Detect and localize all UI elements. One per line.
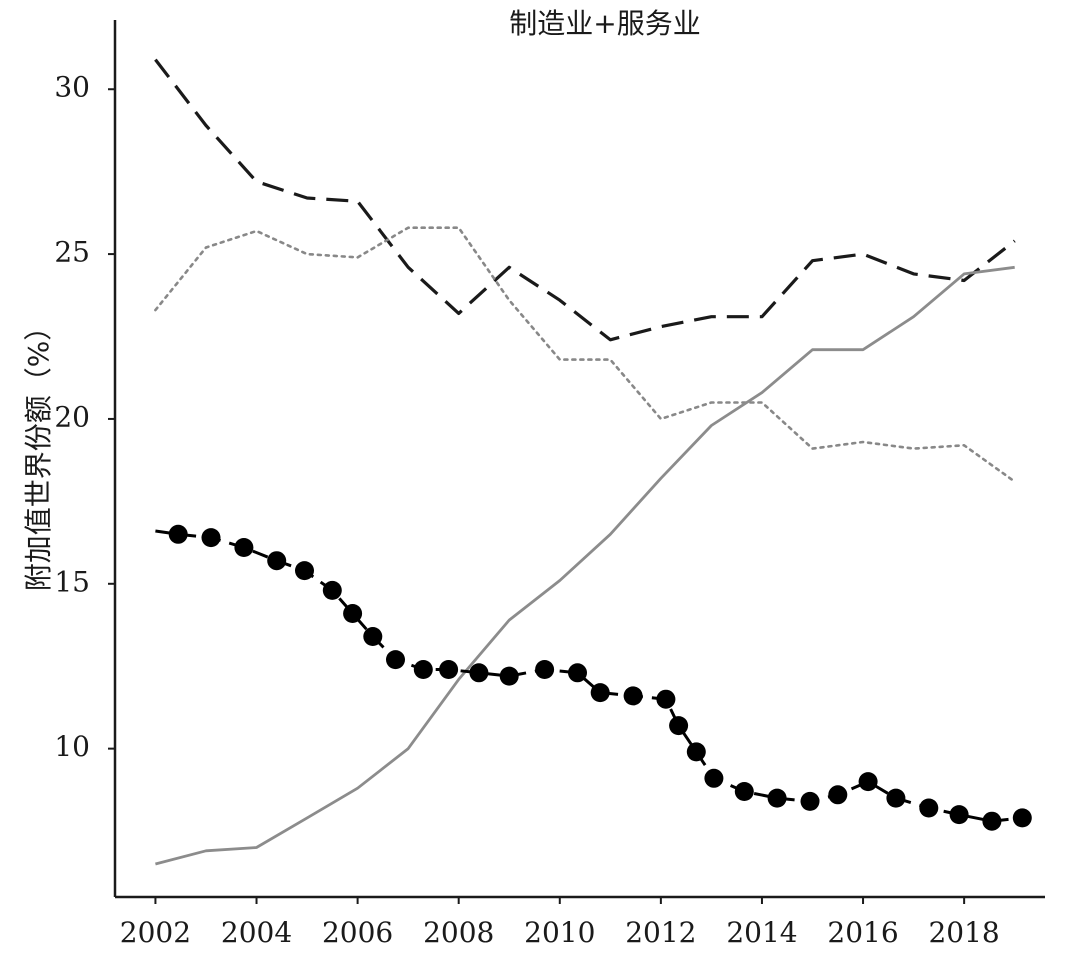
series-point — [568, 663, 587, 683]
series-point — [469, 663, 489, 683]
x-tick-label: 2004 — [221, 916, 292, 949]
x-axis-ticks: 2002 2004 2006 2008 2010 2012 2014 2016 2018 — [120, 897, 1000, 949]
series-point — [919, 798, 939, 818]
y-tick-label: 25 — [54, 236, 90, 269]
x-tick-label: 2002 — [120, 916, 191, 949]
series-point — [413, 660, 433, 679]
series-point — [234, 538, 254, 557]
series-point — [686, 742, 706, 762]
series-point — [1012, 808, 1032, 828]
series-point — [669, 716, 689, 736]
chart-title: 制造业+服务业 — [509, 7, 700, 40]
series-point — [590, 683, 610, 703]
series-point — [363, 627, 383, 646]
series-point — [767, 788, 787, 808]
series-point — [800, 791, 820, 811]
series-point — [623, 686, 643, 706]
series-point — [343, 604, 363, 623]
series-point — [168, 524, 188, 544]
y-tick-label: 10 — [54, 730, 90, 763]
series-line-solid — [155, 265, 1015, 866]
series-point — [267, 551, 287, 571]
series-point — [386, 650, 405, 670]
y-tick-label: 20 — [54, 400, 90, 433]
series-point — [858, 772, 878, 792]
series-line-dashed-markers — [155, 529, 1023, 823]
y-axis-title: 附加值世界份额（%） — [22, 313, 55, 592]
x-tick-label: 2006 — [322, 916, 393, 949]
x-tick-label: 2018 — [928, 916, 999, 949]
series-line-dotted — [154, 226, 1016, 483]
series-point — [439, 660, 459, 679]
series-point — [886, 788, 906, 808]
series-line-dashed — [154, 58, 1016, 342]
series-point — [295, 561, 314, 581]
series-point — [499, 666, 519, 686]
x-tick-label: 2014 — [726, 916, 797, 949]
series-layer — [154, 58, 1032, 866]
series-point — [656, 689, 676, 709]
series-point — [949, 805, 969, 825]
series-point — [828, 785, 848, 805]
series-point — [201, 528, 221, 548]
series-point — [322, 580, 342, 600]
y-tick-label: 30 — [54, 71, 90, 104]
y-axis-ticks: 10 15 20 25 30 — [54, 71, 115, 763]
x-tick-label: 2016 — [827, 916, 898, 949]
x-tick-label: 2008 — [423, 916, 494, 949]
series-point — [535, 660, 555, 679]
x-tick-label: 2012 — [625, 916, 696, 949]
x-tick-label: 2010 — [524, 916, 595, 949]
series-point — [704, 768, 724, 788]
series-point — [982, 811, 1002, 831]
y-tick-label: 15 — [54, 565, 90, 598]
series-point — [734, 782, 754, 801]
